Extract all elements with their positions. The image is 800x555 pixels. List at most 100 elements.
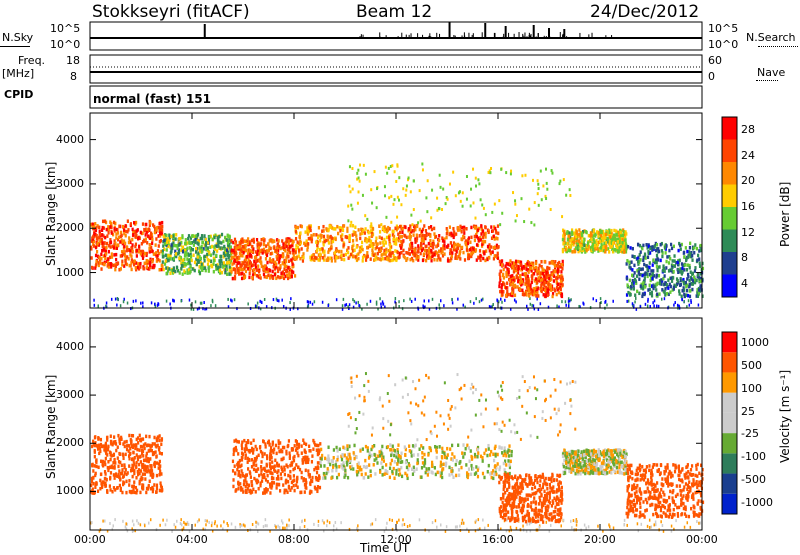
power-panel-region0-cell-366 [152,264,154,268]
power-panel-region5-cell-402 [511,291,513,295]
power-panel-region7-cell-310 [661,288,663,292]
power-panel-region3-cell-416 [389,252,391,256]
power-panel-region4-cell-404 [454,256,456,260]
power-panel-high-echo-95 [512,191,514,194]
power-panel-region5-cell-201 [519,288,521,292]
power-panel-region2-cell-147 [230,270,232,274]
power-panel-region3-cell-279 [365,258,367,262]
power-panel-region1-cell-398 [189,261,191,265]
velocity-panel-region1-cell-223 [289,470,291,474]
power-panel-high-echo-121 [438,207,440,210]
power-panel-noise-23 [336,298,338,301]
power-panel-region0-cell-170 [109,256,111,260]
power-panel-region2-cell-253 [241,245,243,249]
power-panel-region0-cell-166 [95,254,97,258]
power-panel-region4-cell-278 [445,236,447,240]
power-panel-noise-105 [273,298,275,301]
power-panel-region1-cell-281 [170,235,172,239]
power-panel-region5-cell-219 [499,281,501,285]
power-panel-region4-cell-254 [464,258,466,262]
power-panel-region7-cell-349 [686,289,688,293]
power-panel-region2-cell-398 [288,274,290,278]
power-panel-region1-cell-101 [200,257,202,261]
velocity-panel-region0-cell-90 [153,483,155,487]
power-panel-high-echo-50 [394,170,396,173]
power-panel-region1-cell-190 [175,233,177,237]
power-panel-high-echo-93 [380,223,382,226]
power-panel-region2-cell-275 [231,249,233,253]
power-panel-region0-cell-380 [135,234,137,238]
power-panel-region2-cell-417 [253,260,255,264]
velocity-panel-region1-cell-403 [269,471,271,475]
power-panel-region3-cell-398 [364,231,366,235]
power-panel-region4-cell-173 [474,239,476,243]
power-panel-region7-cell-343 [681,289,683,293]
velocity-panel-region0-cell-361 [129,452,131,456]
power-panel-region3-cell-307 [341,238,343,242]
velocity-panel-region0-cell-75 [133,480,135,484]
velocity-panel-noise-146 [546,521,548,524]
power-panel-region3-cell-294 [299,231,301,235]
power-panel-high-echo-52 [475,185,477,188]
power-panel-region4-cell-387 [451,255,453,259]
power-panel-region6-cell-412 [609,235,611,239]
power-panel-region2-cell-78 [278,239,280,243]
power-panel-region3-cell-155 [307,245,309,249]
velocity-panel-region0-cell-329 [109,488,111,492]
velocity-panel-region1-cell-138 [297,454,299,458]
power-panel-region4-cell-351 [474,226,476,230]
power-panel-region5-cell-415 [507,263,509,267]
power-panel-region1-cell-213 [201,241,203,245]
power-panel-region7-cell-116 [680,279,682,283]
velocity-panel-noise-91 [675,519,677,522]
velocity-panel-noise-129 [144,524,146,527]
power-panel-region0-cell-382 [98,236,100,240]
velocity-panel-region0-cell-279 [160,443,162,447]
velocity-panel-region0-cell-370 [96,444,98,448]
velocity-panel-noise-37 [641,523,643,526]
power-panel-high-echo-112 [410,190,412,193]
velocity-panel-region1-cell-250 [246,441,248,445]
velocity-panel-noise-51 [588,525,590,528]
velocity-panel-region1-cell-179 [287,445,289,449]
power-panel-region4-cell-374 [421,249,423,253]
power-panel-region6-cell-338 [591,233,593,237]
velocity-panel-region1-cell-323 [307,469,309,473]
power-panel-region4-cell-282 [401,235,403,239]
velocity-panel-region1-cell-139 [259,446,261,450]
power-panel-region1-cell-397 [201,237,203,241]
power-panel-high-echo-118 [485,213,487,216]
power-panel-region7-cell-318 [671,267,673,271]
velocity-panel-region0-cell-111 [99,450,101,454]
power-panel-region4-cell-324 [483,233,485,237]
velocity-panel-noise-165 [475,519,477,522]
velocity-panel-region0-cell-305 [104,484,106,488]
velocity-panel-region0-cell-364 [131,490,133,494]
power-panel-region3-cell-13 [358,228,360,232]
power-panel-region7-cell-296 [642,259,644,263]
power-panel-region2-cell-358 [292,248,294,252]
velocity-panel-region1-cell-393 [274,459,276,463]
power-panel-high-echo-142 [386,172,388,175]
velocity-panel-region1-cell-319 [250,480,252,484]
velocity-panel-noise-205 [407,525,409,528]
power-panel-region3-cell-404 [389,243,391,247]
power-panel-region0-cell-269 [151,238,153,242]
power-panel-region4-cell-369 [437,244,439,248]
velocity-panel-region0-cell-374 [161,488,163,492]
velocity-panel-noise-168 [282,527,284,530]
velocity-panel-noise-249 [478,518,480,521]
power-panel-region3-cell-364 [316,244,318,248]
velocity-panel-noise-225 [375,518,377,521]
power-panel-region0-cell-352 [142,240,144,244]
power-panel-noise-162 [647,298,649,301]
power-panel-region7-cell-381 [691,282,693,286]
power-panel-region7-cell-274 [668,261,670,265]
velocity-panel-region1-cell-378 [289,488,291,492]
power-panel-noise-193 [247,302,249,305]
power-panel-region4-cell-416 [457,246,459,250]
power-panel-noise-16 [515,300,517,303]
power-panel-noise-223 [481,299,483,302]
power-panel-high-echo-107 [366,218,368,221]
power-panel-region1-cell-282 [206,253,208,257]
